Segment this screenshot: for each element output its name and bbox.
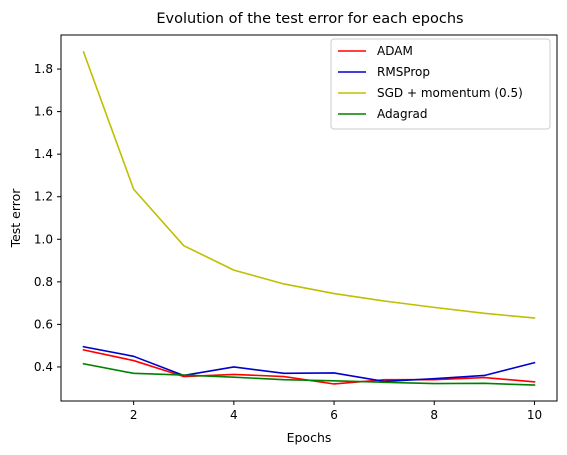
x-tick-label-2: 6 <box>330 408 338 422</box>
legend-entry-1: RMSProp <box>377 65 430 79</box>
x-tick-label-3: 8 <box>430 408 438 422</box>
y-tick-label-1: 0.6 <box>34 317 53 331</box>
y-axis-ticks: 0.4 0.6 0.8 1.0 1.2 1.4 1.6 1.8 <box>34 62 61 374</box>
plot-frame <box>60 34 558 402</box>
legend-entry-2: SGD + momentum (0.5) <box>377 86 523 100</box>
x-axis-label: Epochs <box>287 430 332 445</box>
y-tick-label-4: 1.2 <box>34 190 53 204</box>
series-line-1 <box>82 345 536 383</box>
y-tick-label-2: 0.8 <box>34 275 53 289</box>
series-line-0 <box>82 348 536 385</box>
y-tick-label-6: 1.6 <box>34 105 53 119</box>
legend-entry-3: Adagrad <box>377 107 428 121</box>
y-axis-label: Test error <box>8 188 23 249</box>
x-tick-label-4: 10 <box>527 408 542 422</box>
legend-box <box>330 38 551 130</box>
x-tick-label-0: 2 <box>130 408 138 422</box>
plot-lines <box>82 50 536 386</box>
y-tick-label-3: 1.0 <box>34 232 53 246</box>
x-axis-ticks: 2 4 6 8 10 <box>130 401 542 422</box>
y-tick-label-7: 1.8 <box>34 62 53 76</box>
y-tick-label-5: 1.4 <box>34 147 53 161</box>
legend-entry-0: ADAM <box>377 44 413 58</box>
y-tick-label-0: 0.4 <box>34 360 53 374</box>
legend: ADAM RMSProp SGD + momentum (0.5) Adagrad <box>330 38 551 130</box>
series-line-3 <box>82 362 536 386</box>
series-line-2 <box>82 50 536 319</box>
chart-title: Evolution of the test error for each epo… <box>156 11 463 27</box>
x-tick-label-1: 4 <box>230 408 238 422</box>
